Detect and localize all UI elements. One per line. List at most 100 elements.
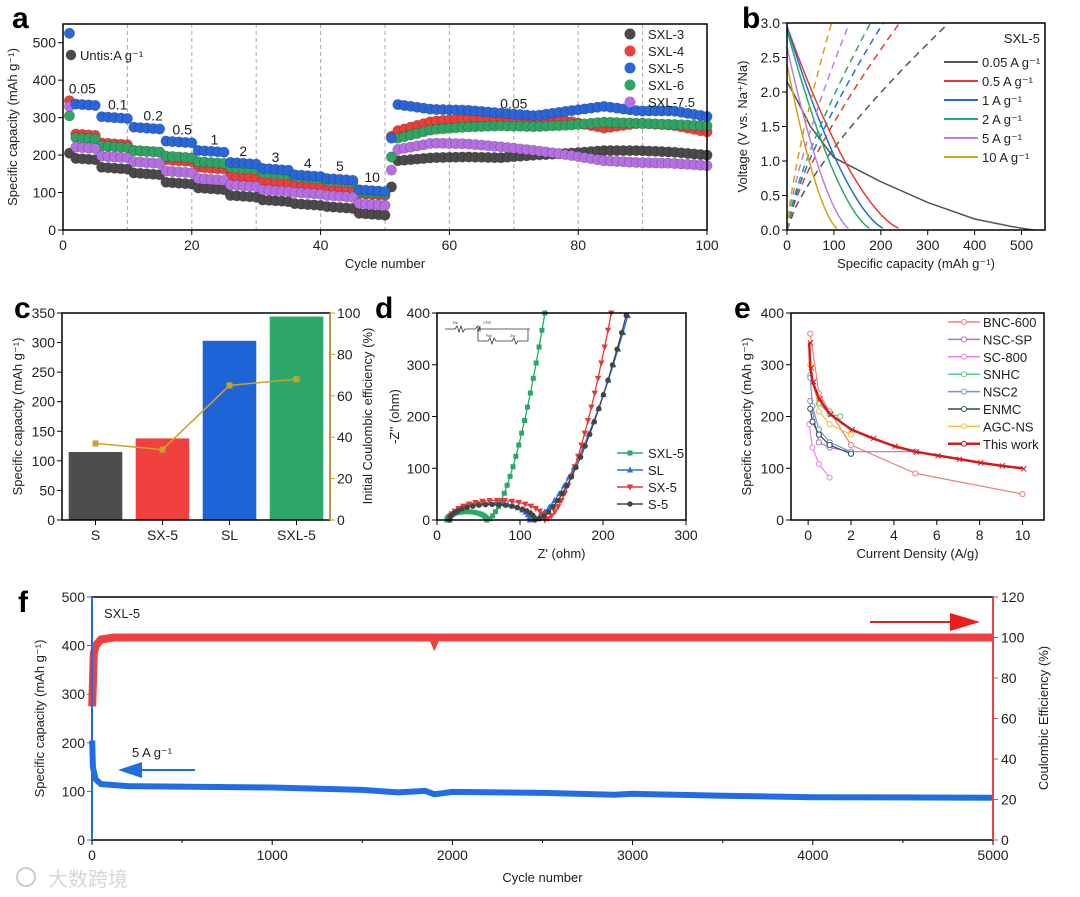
triangle-marker [526,513,533,520]
legend-label: AGC-NS [983,419,1034,434]
arrow-right-icon [950,613,980,631]
series-line [809,333,1023,495]
circle-marker [573,464,579,471]
bar-SXL-5 [269,316,324,520]
panel-label-a: a [12,2,29,35]
square-marker [627,450,633,456]
triangle-marker [532,505,539,512]
triangle-marker [591,390,598,397]
circle-marker [815,431,822,438]
circle-marker [596,405,602,412]
data-point [379,186,391,198]
square-marker [536,344,542,350]
triangle-marker [588,404,595,411]
circle-marker [600,391,607,398]
legend-label: NSC-SP [983,332,1032,347]
y-tick-label: 100 [761,460,785,476]
y-tick-label: 3.0 [761,15,781,31]
data-point [347,174,359,186]
y2-tick-label: 80 [337,346,353,362]
panel-d: 0 100 200 300 0 100 200 300 400 Z' (ohm) -Z'' (ohm… [387,305,698,561]
circuit-wire [445,324,530,334]
y-tick-label: 500 [33,35,57,51]
circle-marker [564,482,570,489]
triangle-marker [479,498,486,505]
circuit-inset [445,324,530,346]
y-tick-label: 100 [407,460,431,476]
circle-marker [847,450,855,457]
circle-marker [587,431,593,437]
x-tick-label: SL [221,527,238,543]
triangle-marker [522,501,529,508]
x-tick-label: 100 [695,237,719,253]
circle-marker [627,501,633,507]
y-axis-label: Specific capacity (mAh g⁻¹) [739,338,754,496]
circle-marker [582,443,588,449]
rate-label: 0.5 [172,121,192,137]
data-point [385,132,397,144]
series-line [807,342,1023,470]
bar-S [68,451,123,520]
x-tick-label: 0 [88,847,96,863]
x-tick-label: 2000 [437,847,468,863]
charge-curve [786,22,872,231]
series-SXL-7.5 [63,100,713,211]
chart-title: SXL-5 [1004,31,1040,46]
triangle-marker [465,501,473,508]
legend-label: SXL-7.5 [648,95,695,110]
circle-marker [912,470,919,477]
legend-label: SXL-4 [648,44,684,59]
square-marker [470,509,476,515]
legend-label: This work [983,437,1039,452]
x-tick-label: 5000 [977,847,1008,863]
plot-area [63,24,713,230]
legend-label: ENMC [983,402,1021,417]
legend-marker [961,336,967,343]
x-tick-label: 200 [591,527,615,543]
y-tick-label: 0 [48,222,56,238]
circle-marker [623,312,629,319]
y-tick-label: 50 [39,482,55,498]
y2-tick-label: 0 [337,512,345,528]
legend-label: 0.05 A g⁻¹ [982,55,1041,70]
units-note: Untis:A g⁻¹ [80,48,144,63]
y-axis-label: Specific capacity (mAh g⁻¹) [10,338,25,496]
y-tick-label: 400 [407,305,431,321]
panel-a: 0 20 40 60 80 100 0 100 200 300 400 500 Cycle number… [5,23,719,271]
circle-marker [618,329,625,336]
star-marker: ✕ [977,459,985,470]
circle-marker [555,497,561,504]
star-marker: ✕ [955,455,963,466]
square-marker [493,509,499,515]
triangle-marker [601,344,608,351]
square-marker [530,375,536,381]
data-point [218,146,230,158]
square-marker [519,430,525,436]
x-tick-label: 0 [433,527,441,543]
square-marker [487,516,493,522]
y-tick-label: 350 [32,305,56,321]
watermark-logo: 大数跨境 [48,868,128,891]
x-tick-label: 40 [313,237,329,253]
square-marker [524,404,530,410]
y2-tick-label: 80 [1001,670,1017,686]
star-marker: ✕ [1020,464,1028,475]
y2-tick-label: 0 [1001,832,1009,848]
y2-tick-label: 40 [1001,751,1017,767]
data-point [379,199,391,211]
circle-marker [482,501,489,508]
x-tick-label: 60 [442,237,458,253]
charge-curve [786,22,884,231]
y-tick-label: 150 [32,423,56,439]
legend-label: 1 A g⁻¹ [982,93,1023,108]
square-marker [461,509,467,515]
x-tick-label: 10 [1015,527,1031,543]
discharge-curve [786,26,884,229]
triangle-marker [554,504,562,511]
y-tick-label: 400 [62,638,86,654]
circle-marker [826,474,833,481]
y-tick-label: 100 [33,185,57,201]
square-marker [527,390,533,396]
circle-marker [489,501,495,508]
